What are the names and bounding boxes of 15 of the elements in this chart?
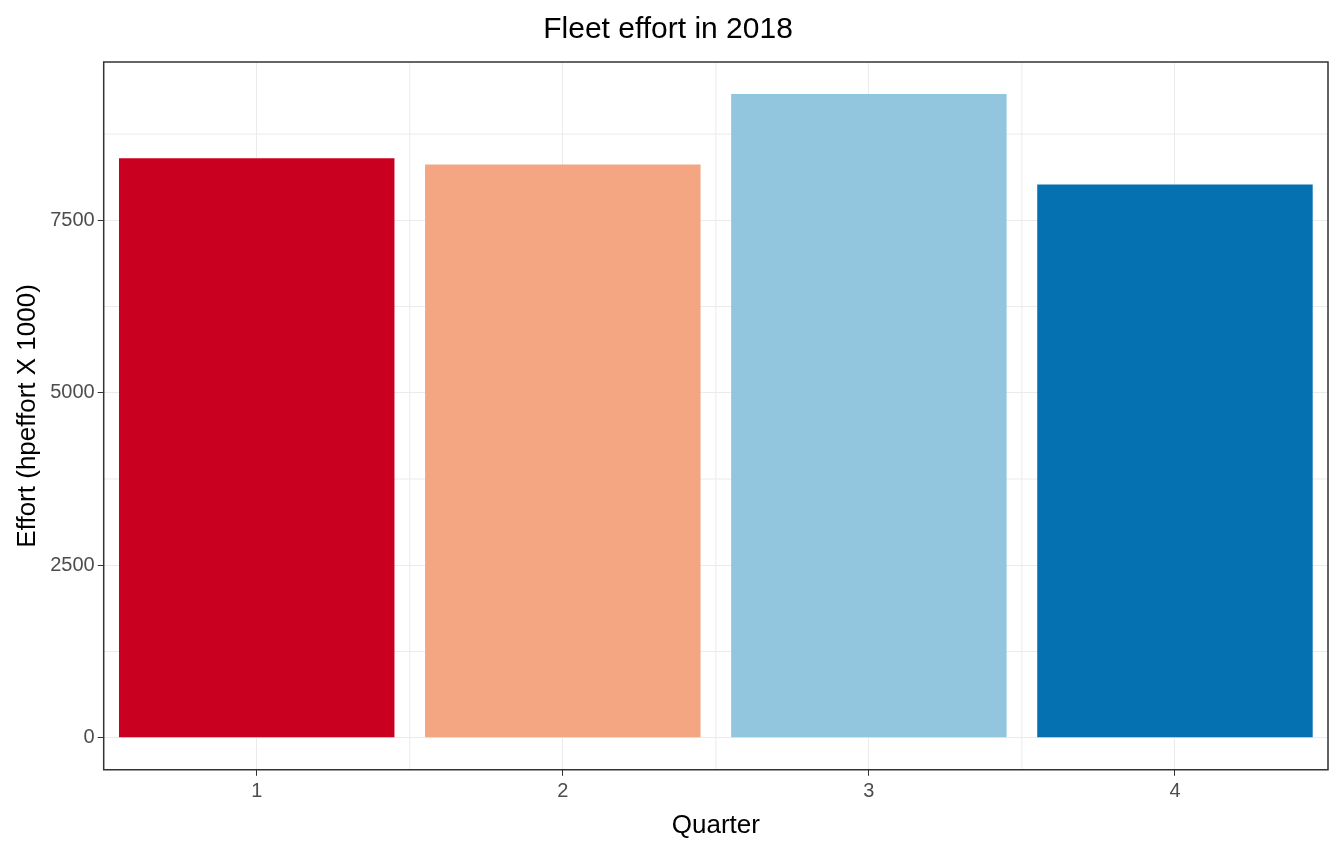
bar	[1037, 184, 1313, 738]
x-tick-label: 2	[557, 779, 569, 802]
y-tick-label: 5000	[50, 380, 95, 403]
y-axis-title: Effort (hpeffort X 1000)	[10, 284, 41, 548]
bar	[425, 164, 701, 738]
x-tick-label: 1	[251, 779, 263, 802]
bar	[119, 158, 395, 738]
bar	[731, 94, 1007, 738]
x-axis-title: Quarter	[671, 808, 761, 839]
x-tick-label: 3	[863, 779, 875, 802]
y-tick-label: 0	[83, 725, 95, 748]
chart-title: Fleet effort in 2018	[543, 11, 793, 45]
x-tick-label: 4	[1169, 779, 1181, 802]
y-tick-label: 2500	[50, 552, 95, 575]
y-tick-label: 7500	[50, 207, 95, 230]
